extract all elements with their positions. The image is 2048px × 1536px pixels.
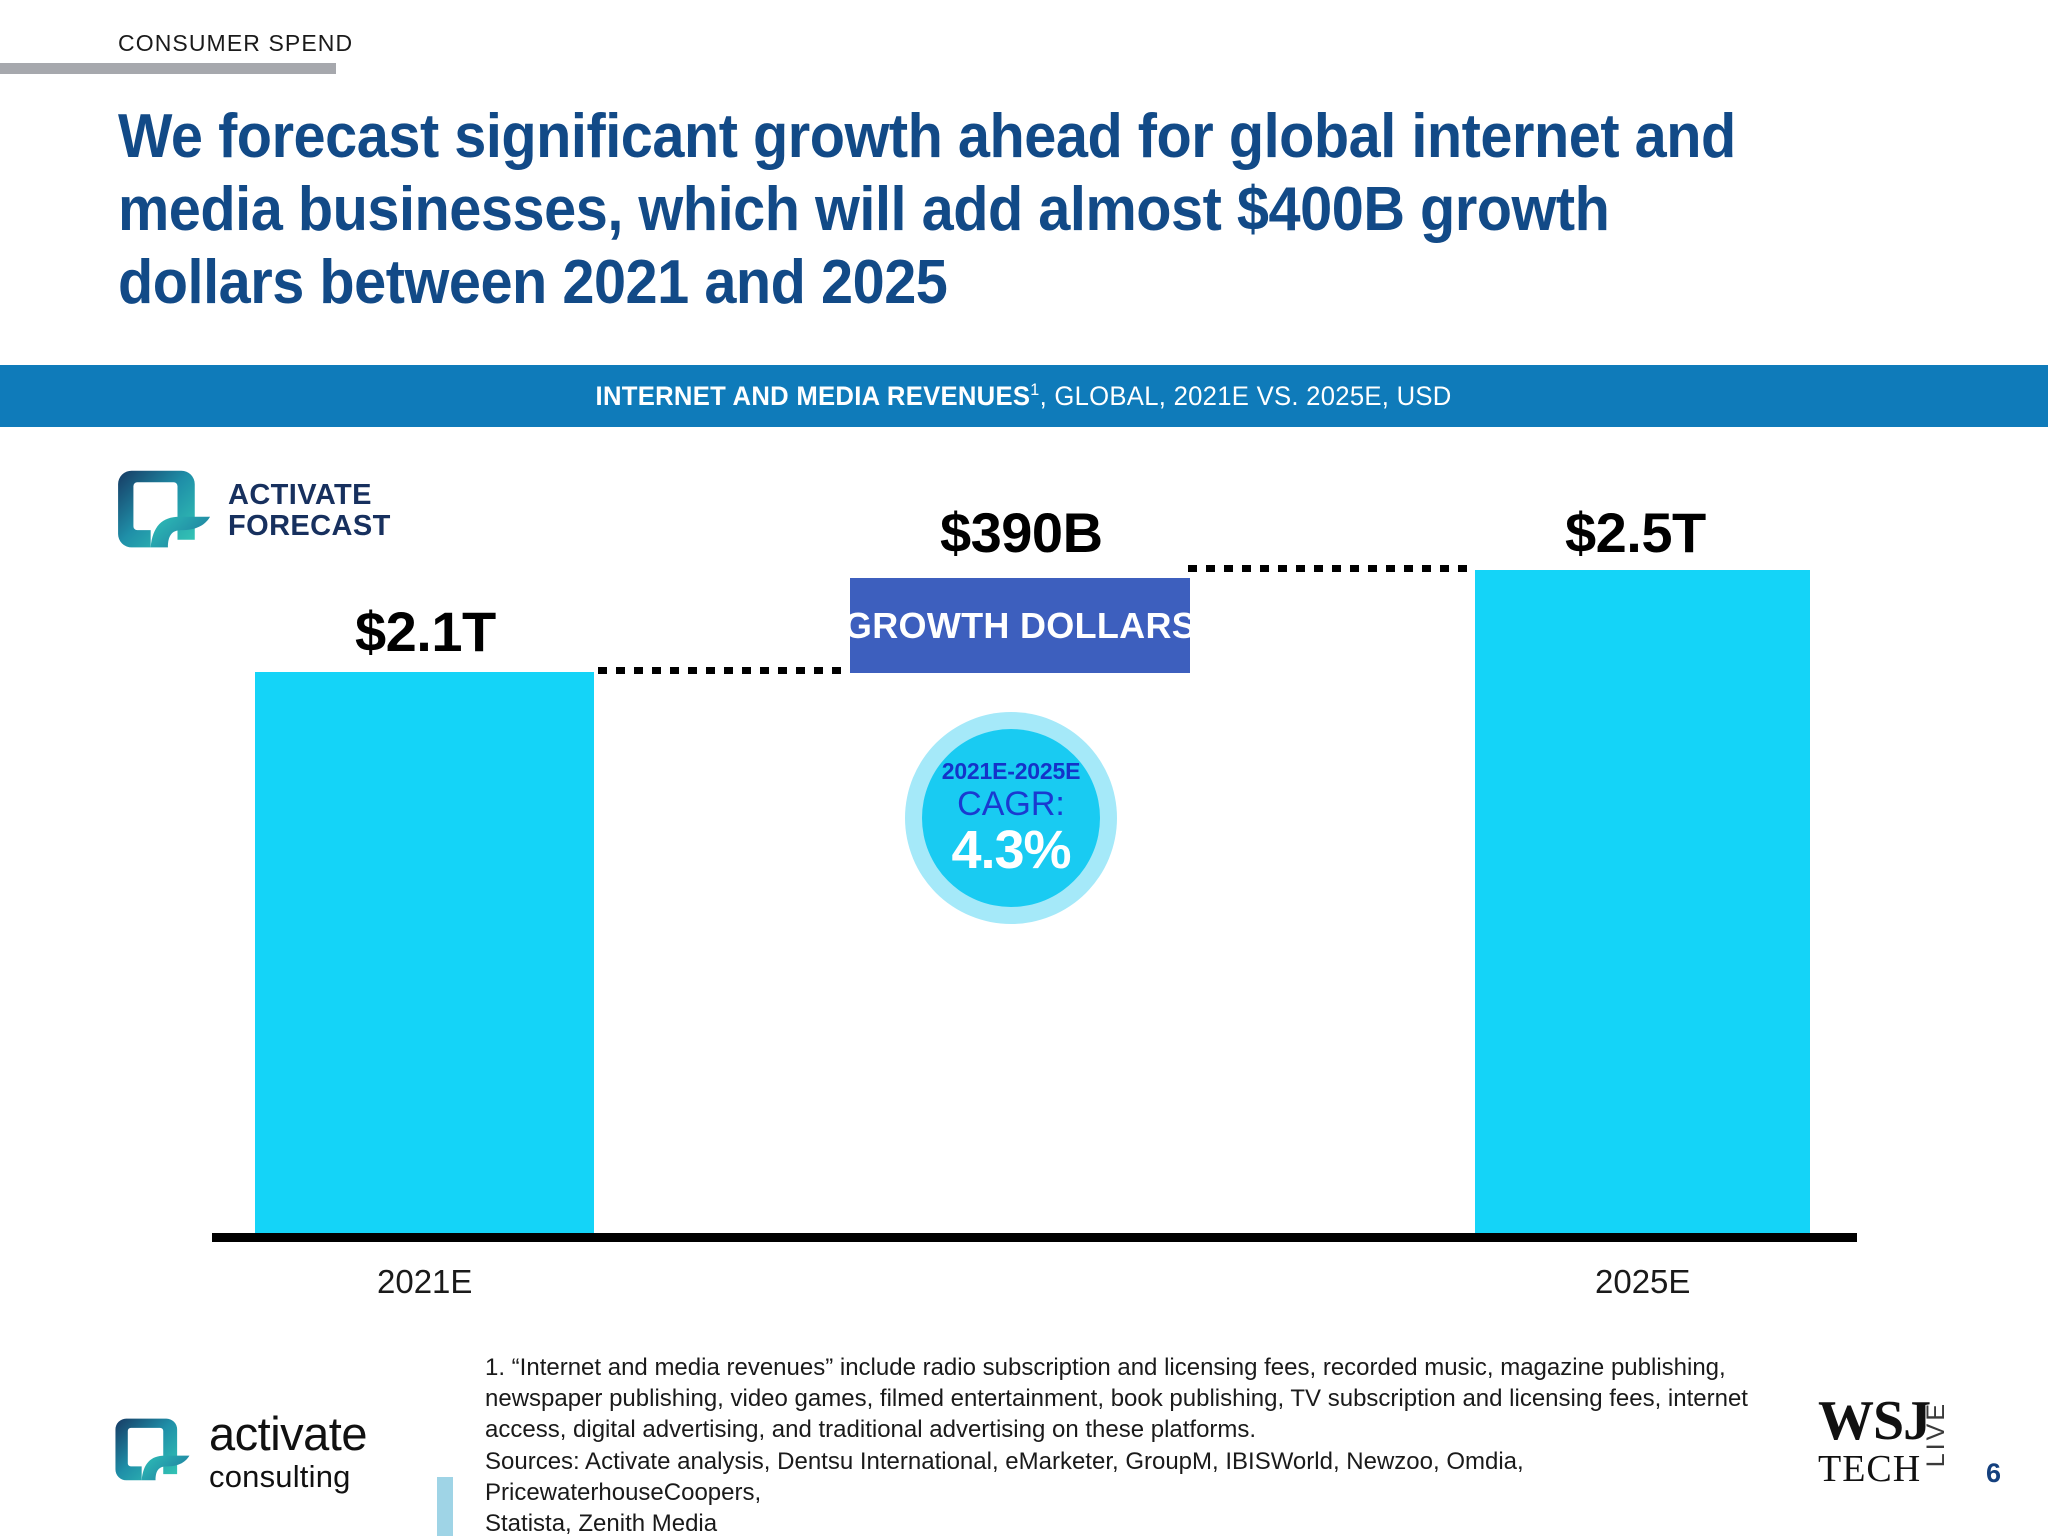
growth-dollars-value: $390B: [940, 501, 1103, 564]
footnote-line-2: newspaper publishing, video games, filme…: [485, 1385, 1748, 1413]
connector-line-right: [1188, 565, 1475, 572]
activate-forecast-badge: ACTIVATE FORECAST: [118, 465, 391, 557]
banner-text: INTERNET AND MEDIA REVENUES1, GLOBAL, 20…: [596, 380, 1452, 412]
wsj-live-label: LIVE: [1922, 1401, 1950, 1468]
activate-consulting-logo: activate consulting: [115, 1410, 367, 1492]
cagr-range-label: 2021E-2025E: [941, 757, 1081, 784]
activate-logo-mark-icon: [115, 1418, 190, 1481]
footnote-line-4: Sources: Activate analysis, Dentsu Inter…: [485, 1447, 1524, 1506]
kicker-rule: [0, 63, 336, 74]
wsj-brand: WSJ: [1818, 1390, 1931, 1452]
growth-dollars-label: GROWTH DOLLARS: [843, 604, 1197, 646]
banner-bold-part: INTERNET AND MEDIA REVENUES: [595, 381, 1031, 411]
cagr-bubble: 2021E-2025E CAGR: 4.3%: [905, 712, 1117, 924]
cagr-word-label: CAGR:: [957, 784, 1065, 823]
cagr-value: 4.3%: [951, 819, 1071, 880]
wsj-tech-label: TECH: [1818, 1448, 1922, 1491]
wsj-tech-live-logo: WSJ TECH LIVE: [1818, 1390, 1958, 1507]
banner-rest: , GLOBAL, 2021E VS. 2025E, USD: [1039, 381, 1453, 411]
accent-tick: [437, 1477, 453, 1536]
consulting-subtitle: consulting: [209, 1459, 351, 1494]
bar-2021e: [255, 672, 594, 1233]
x-axis-line: [212, 1233, 1857, 1242]
page-title: We forecast significant growth ahead for…: [118, 102, 1736, 318]
forecast-line1: ACTIVATE: [228, 478, 372, 511]
footnote-line-3: access, digital advertising, and traditi…: [485, 1416, 1257, 1444]
activate-name: activate: [209, 1407, 367, 1460]
bar-value-2021e: $2.1T: [355, 600, 496, 663]
x-axis-label-2025e: 2025E: [1595, 1263, 1691, 1300]
forecast-line2: FORECAST: [228, 510, 391, 542]
activate-consulting-wordmark: activate consulting: [209, 1410, 367, 1492]
kicker-label: CONSUMER SPEND: [118, 30, 354, 56]
cagr-bubble-inner: 2021E-2025E CAGR: 4.3%: [922, 729, 1100, 907]
x-axis-label-2021e: 2021E: [377, 1263, 473, 1300]
growth-dollars-box: GROWTH DOLLARS: [844, 578, 1196, 673]
banner-footnote-marker: 1: [1030, 380, 1040, 399]
activate-logo-mark-icon: [118, 470, 211, 548]
activate-forecast-wordmark: ACTIVATE FORECAST: [228, 478, 391, 543]
bar-value-2025e: $2.5T: [1565, 501, 1706, 564]
footnote-line-5: Statista, Zenith Media: [485, 1509, 718, 1536]
footnote-line-1: 1. “Internet and media revenues” include…: [485, 1354, 1726, 1381]
bar-2025e: [1475, 570, 1810, 1233]
page-number: 6: [1986, 1458, 2002, 1488]
footnotes: 1. “Internet and media revenues” include…: [485, 1352, 1785, 1536]
chart-subtitle-banner: INTERNET AND MEDIA REVENUES1, GLOBAL, 20…: [0, 365, 2048, 427]
connector-line-left: [598, 667, 850, 674]
